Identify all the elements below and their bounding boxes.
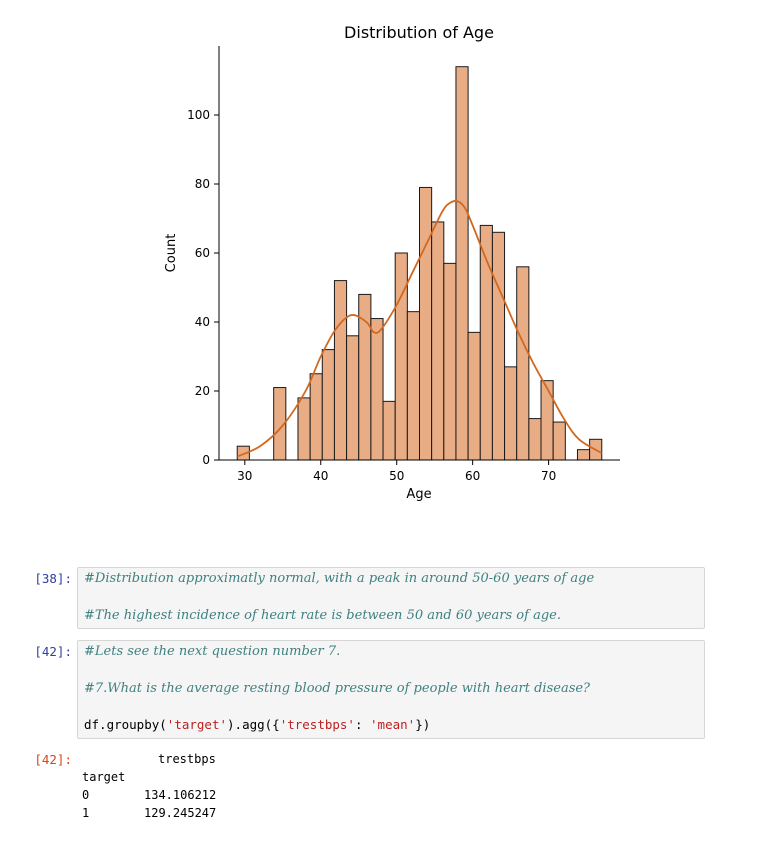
x-tick-label: 70: [541, 469, 556, 483]
column-header: trestbps: [158, 752, 216, 766]
y-tick-label: 40: [195, 315, 210, 329]
histogram-bar: [346, 335, 360, 461]
y-tick-label: 80: [195, 177, 210, 191]
comment-line: #The highest incidence of heart rate is …: [84, 608, 561, 623]
histogram-bar: [358, 293, 372, 461]
cell-prompt: [42]:: [34, 644, 72, 659]
histogram-bar: [576, 449, 591, 461]
histogram-bar: [540, 380, 554, 461]
row-index: 1: [82, 806, 90, 820]
x-tick-label: 40: [313, 469, 328, 483]
code-string: 'trestbps': [279, 717, 355, 732]
code-token: ).agg({: [227, 717, 280, 732]
histogram-bar: [370, 318, 384, 461]
histogram-bar: [552, 421, 566, 461]
histogram-bar: [321, 349, 335, 461]
histogram-bar: [297, 397, 311, 461]
histogram-bar: [394, 252, 408, 461]
histogram-bar: [491, 231, 506, 461]
output-dataframe: trestbps target 0 134.106212 1 129.24524…: [82, 752, 382, 832]
histogram-bar: [431, 221, 445, 461]
x-axis-label: Age: [406, 487, 431, 502]
y-axis-ticks: 0 20 40 60 80 100: [187, 108, 219, 467]
kde-curve: [236, 200, 603, 458]
histogram-bar: [504, 366, 518, 461]
comment-line: #7.What is the average resting blood pre…: [84, 681, 591, 696]
code-string: 'mean': [370, 717, 416, 732]
chart-title: Distribution of Age: [344, 23, 494, 42]
histogram-bar: [419, 186, 433, 461]
histogram-bar: [406, 311, 420, 461]
notebook-cell-42[interactable]: [42]: #Lets see the next question number…: [0, 640, 774, 739]
code-token: }): [415, 717, 431, 732]
cell-prompt: [38]:: [34, 571, 72, 586]
code-token: df.groupby(: [84, 717, 167, 732]
histogram-bar: [333, 280, 348, 461]
notebook-cell-38[interactable]: [38]: #Distribution approximatly normal,…: [0, 567, 774, 629]
x-axis-ticks: 30 40 50 60 70: [237, 460, 556, 483]
comment-line: #Lets see the next question number 7.: [84, 644, 341, 659]
code-token: :: [354, 717, 371, 732]
row-index: 0: [82, 788, 90, 802]
histogram-bar: [382, 400, 396, 461]
output-cell-42: [42]: trestbps target 0 134.106212 1 129…: [0, 752, 774, 832]
histogram-bar: [455, 66, 469, 461]
code-editor[interactable]: #Lets see the next question number 7. #7…: [77, 640, 705, 739]
index-name: target: [82, 770, 126, 784]
histogram-bar: [528, 418, 542, 461]
code-line: df.groupby('target').agg({'trestbps': 'm…: [84, 717, 430, 732]
histogram-bar: [309, 373, 323, 461]
x-tick-label: 60: [465, 469, 480, 483]
code-string: 'target': [166, 717, 228, 732]
histogram-bars: [236, 66, 603, 461]
histogram-bar: [516, 266, 530, 461]
y-tick-label: 100: [187, 108, 210, 122]
x-tick-label: 50: [389, 469, 404, 483]
histogram-bar: [443, 262, 457, 461]
code-editor[interactable]: #Distribution approximatly normal, with …: [77, 567, 705, 629]
row-value: 134.106212: [144, 788, 217, 802]
y-tick-label: 20: [195, 384, 210, 398]
y-tick-label: 0: [202, 453, 210, 467]
y-axis-label: Count: [164, 234, 179, 273]
y-tick-label: 60: [195, 246, 210, 260]
comment-line: #Distribution approximatly normal, with …: [84, 571, 595, 586]
x-tick-label: 30: [237, 469, 252, 483]
row-value: 129.245247: [144, 806, 217, 820]
output-prompt: [42]:: [34, 752, 72, 767]
histogram-bar: [467, 331, 481, 461]
age-histogram-chart: Distribution of Age 30 40 50 60 70 0 20 40 60 80…: [164, 23, 620, 502]
